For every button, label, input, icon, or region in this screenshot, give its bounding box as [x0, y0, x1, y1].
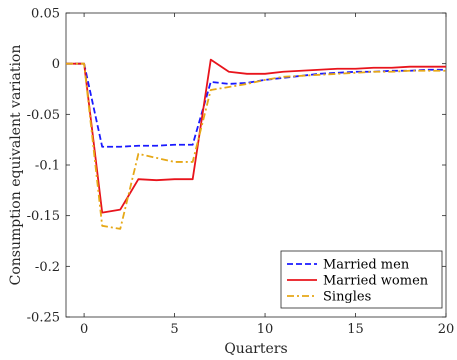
x-tick-label: 0: [80, 322, 88, 337]
x-axis-label: Quarters: [224, 341, 287, 357]
x-tick-label: 5: [170, 322, 178, 337]
legend-entry-label: Married women: [323, 274, 429, 289]
y-tick-label: -0.15: [27, 209, 60, 224]
series-group: [66, 58, 446, 230]
series-line-singles: [66, 62, 446, 230]
y-tick-label: 0.05: [31, 7, 60, 22]
legend-entry-label: Singles: [323, 290, 371, 305]
tick-group: 0 5 10 15 20 0.05 0 -0.05 -0.1 -0.15 -0.2 -0.25: [27, 7, 455, 338]
x-tick-label: 20: [438, 322, 455, 337]
y-axis-label: Consumption equivalent variation: [8, 45, 24, 286]
y-tick-label: 0: [52, 57, 60, 72]
x-tick-label: 10: [257, 322, 274, 337]
legend-entry-label: Married men: [323, 258, 410, 273]
y-tick-label: -0.2: [35, 260, 60, 275]
y-tick-label: -0.05: [27, 108, 60, 123]
y-tick-label: -0.25: [27, 311, 60, 326]
x-tick-label: 15: [347, 322, 364, 337]
y-tick-label: -0.1: [35, 159, 60, 174]
series-line-married-men: [66, 62, 446, 148]
